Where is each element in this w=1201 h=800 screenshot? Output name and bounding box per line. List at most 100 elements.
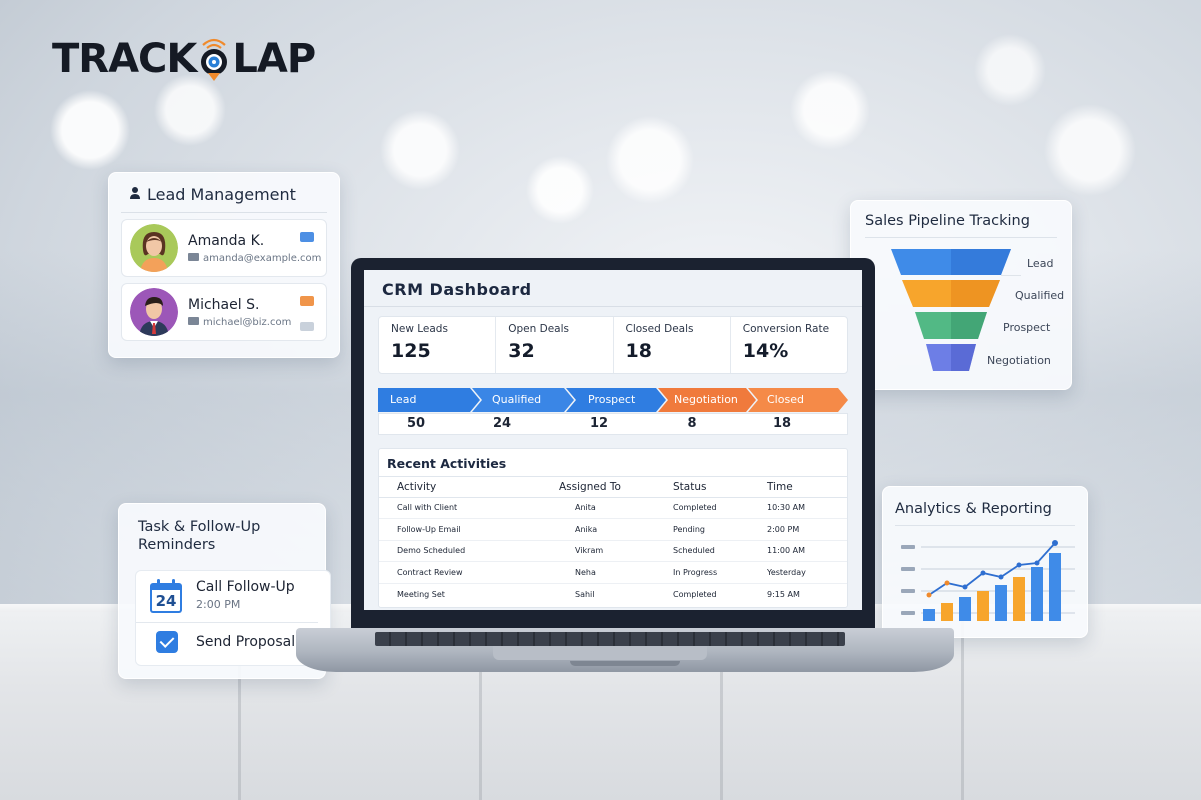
- stage-count: 12: [589, 416, 609, 431]
- avatar: [130, 288, 178, 336]
- stats-row: New Leads 125 Open Deals 32 Closed Deals…: [378, 316, 848, 374]
- activities-table: Activity Assigned To Status Time Call wi…: [379, 477, 847, 605]
- laptop-trackpad: [493, 646, 707, 660]
- stage-label[interactable]: Negotiation: [674, 393, 738, 406]
- stat-closed-deals[interactable]: Closed Deals 18: [614, 317, 731, 373]
- cell-status: In Progress: [673, 561, 767, 584]
- analytics-card: Analytics & Reporting: [882, 486, 1088, 638]
- cell-activity: Contract Review: [379, 561, 539, 584]
- table-header-row: Activity Assigned To Status Time: [379, 477, 847, 498]
- cell-assigned: Vikram: [539, 540, 673, 562]
- funnel-label: Negotiation: [987, 354, 1051, 367]
- task-title: Send Proposal: [196, 634, 296, 650]
- stage-arrow-qualified: [472, 388, 574, 412]
- stage-label[interactable]: Prospect: [588, 393, 636, 406]
- column-header[interactable]: Status: [673, 477, 767, 498]
- stat-conversion-rate[interactable]: Conversion Rate 14%: [731, 317, 847, 373]
- sales-pipeline-title: Sales Pipeline Tracking: [865, 213, 1057, 238]
- table-row[interactable]: Call with Client Anita Completed 10:30 A…: [379, 497, 847, 519]
- lead-name: Michael S.: [188, 296, 260, 313]
- lead-item[interactable]: Michael S. michael@biz.com: [121, 283, 327, 341]
- column-header[interactable]: Time: [767, 477, 847, 498]
- trackolap-logo: TRACK LAP: [52, 36, 316, 82]
- stat-value: 125: [391, 340, 431, 362]
- stat-label: Closed Deals: [625, 323, 694, 335]
- sales-pipeline-card: Sales Pipeline Tracking Lead Qualified P…: [850, 200, 1072, 390]
- crm-dashboard-screen: CRM Dashboard New Leads 125 Open Deals 3…: [364, 270, 862, 610]
- stage-arrow-closed: [748, 388, 848, 412]
- checkbox-checked-icon[interactable]: [156, 631, 178, 653]
- table-row[interactable]: Meeting Set Sahil Completed 9:15 AM: [379, 583, 847, 605]
- folder-icon: [188, 316, 199, 328]
- lead-email: michael@biz.com: [188, 316, 291, 328]
- divider: [364, 306, 862, 307]
- folder-icon: [188, 252, 199, 264]
- mail-icon[interactable]: [300, 232, 314, 242]
- logo-text-left: TRACK: [52, 36, 197, 82]
- stage-count: 18: [772, 416, 792, 431]
- mail-icon[interactable]: [300, 322, 314, 331]
- laptop-notch: [570, 661, 680, 666]
- stat-value: 18: [625, 340, 652, 362]
- stat-open-deals[interactable]: Open Deals 32: [496, 317, 614, 373]
- cell-assigned: Neha: [539, 561, 673, 584]
- task-title: Call Follow-Up: [196, 579, 295, 595]
- analytics-chart-icon: [901, 540, 1075, 621]
- lead-item[interactable]: Amanda K. amanda@example.com: [121, 219, 327, 277]
- user-icon: [129, 185, 141, 204]
- calendar-day: 24: [155, 592, 177, 610]
- cell-time: 9:15 AM: [767, 589, 800, 599]
- cell-activity: Follow-Up Email: [379, 518, 539, 541]
- logo-text-right: LAP: [232, 36, 316, 82]
- funnel-label: Prospect: [1003, 321, 1051, 334]
- cell-assigned: Sahil: [575, 589, 595, 599]
- stage-label[interactable]: Qualified: [492, 393, 542, 406]
- table-row[interactable]: Contract Review Neha In Progress Yesterd…: [379, 561, 847, 584]
- table-row[interactable]: Demo Scheduled Vikram Scheduled 11:00 AM: [379, 540, 847, 562]
- task-reminders-card: Task & Follow-Up Reminders 24 Call Follo…: [118, 503, 331, 679]
- cell-time: 11:00 AM: [767, 540, 847, 562]
- analytics-title: Analytics & Reporting: [895, 501, 1075, 526]
- avatar: [130, 224, 178, 272]
- recent-activities-title: Recent Activities: [379, 449, 847, 477]
- task-item[interactable]: Send Proposal: [136, 623, 330, 653]
- stage-counts: 50 24 12 8 18: [378, 413, 848, 435]
- lead-management-header: Lead Management: [121, 185, 327, 213]
- cell-assigned: Anita: [539, 497, 673, 519]
- cell-status: Completed: [673, 497, 767, 519]
- cell-activity: Demo Scheduled: [379, 540, 539, 562]
- stage-label[interactable]: Closed: [767, 393, 804, 406]
- stat-label: Open Deals: [508, 323, 569, 335]
- stat-label: Conversion Rate: [742, 323, 830, 335]
- message-icon[interactable]: [300, 296, 314, 306]
- cell-time: 10:30 AM: [767, 497, 847, 519]
- stat-new-leads[interactable]: New Leads 125: [379, 317, 497, 373]
- lead-management-card: Lead Management Amanda K. amanda@example…: [108, 172, 340, 358]
- lead-name: Amanda K.: [188, 232, 265, 249]
- lead-email: amanda@example.com: [188, 252, 321, 264]
- pipeline-stage-bar: [378, 388, 848, 412]
- column-header[interactable]: Assigned To: [539, 477, 673, 498]
- stage-count: 50: [406, 416, 426, 431]
- stat-value: 14%: [742, 340, 789, 362]
- table-row[interactable]: Follow-Up Email Anika Pending 2:00 PM: [379, 518, 847, 541]
- calendar-icon: 24: [150, 579, 182, 613]
- task-item[interactable]: 24 Call Follow-Up 2:00 PM: [136, 571, 318, 623]
- logo-pin-icon: [197, 36, 231, 82]
- stage-count: 8: [687, 416, 697, 431]
- stage-arrow-negotiation: [658, 388, 756, 412]
- funnel-chart: [891, 249, 1011, 371]
- cell-assigned: Anika: [539, 518, 673, 541]
- stage-label[interactable]: Lead: [390, 393, 417, 406]
- lead-management-title: Lead Management: [147, 185, 296, 204]
- stage-arrow-prospect: [566, 388, 666, 412]
- cell-activity: Call with Client: [379, 497, 539, 519]
- cell-activity: Meeting Set: [397, 589, 445, 599]
- cell-time: Yesterday: [767, 561, 847, 584]
- dashboard-title: CRM Dashboard: [382, 280, 532, 299]
- column-header[interactable]: Activity: [379, 477, 539, 498]
- cell-time: 2:00 PM: [767, 518, 847, 541]
- cell-status: Scheduled: [673, 540, 767, 562]
- cell-status: Completed: [673, 589, 717, 599]
- stage-count: 24: [492, 416, 512, 431]
